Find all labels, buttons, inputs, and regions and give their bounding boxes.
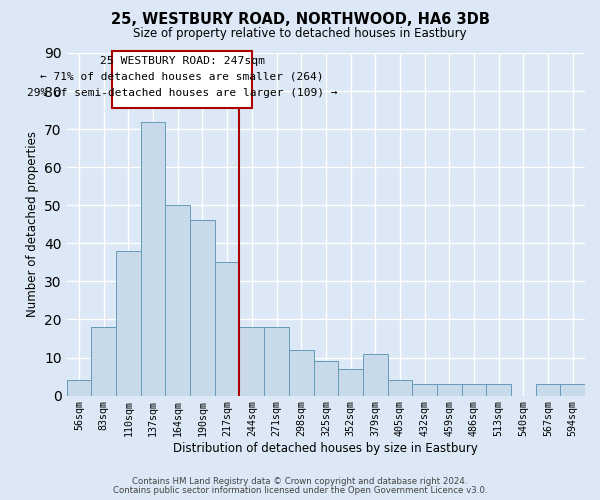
Bar	[486, 384, 511, 396]
Bar	[560, 384, 585, 396]
Bar	[412, 384, 437, 396]
Text: 29% of semi-detached houses are larger (109) →: 29% of semi-detached houses are larger (…	[27, 88, 337, 99]
Text: ← 71% of detached houses are smaller (264): ← 71% of detached houses are smaller (26…	[40, 72, 324, 82]
Bar	[461, 384, 486, 396]
Bar	[215, 262, 239, 396]
Text: Contains HM Land Registry data © Crown copyright and database right 2024.: Contains HM Land Registry data © Crown c…	[132, 477, 468, 486]
Bar	[388, 380, 412, 396]
Bar	[289, 350, 314, 396]
Bar	[166, 206, 190, 396]
Bar	[91, 327, 116, 396]
Bar	[239, 327, 264, 396]
Text: Size of property relative to detached houses in Eastbury: Size of property relative to detached ho…	[133, 28, 467, 40]
Bar	[264, 327, 289, 396]
Bar	[141, 122, 166, 396]
Bar	[314, 362, 338, 396]
FancyBboxPatch shape	[112, 51, 252, 108]
Bar	[67, 380, 91, 396]
Bar	[363, 354, 388, 396]
Bar	[536, 384, 560, 396]
Text: 25 WESTBURY ROAD: 247sqm: 25 WESTBURY ROAD: 247sqm	[100, 56, 265, 66]
Text: 25, WESTBURY ROAD, NORTHWOOD, HA6 3DB: 25, WESTBURY ROAD, NORTHWOOD, HA6 3DB	[110, 12, 490, 28]
Text: Contains public sector information licensed under the Open Government Licence v3: Contains public sector information licen…	[113, 486, 487, 495]
Bar	[437, 384, 461, 396]
X-axis label: Distribution of detached houses by size in Eastbury: Distribution of detached houses by size …	[173, 442, 478, 455]
Y-axis label: Number of detached properties: Number of detached properties	[26, 132, 38, 318]
Bar	[190, 220, 215, 396]
Bar	[116, 251, 141, 396]
Bar	[338, 369, 363, 396]
